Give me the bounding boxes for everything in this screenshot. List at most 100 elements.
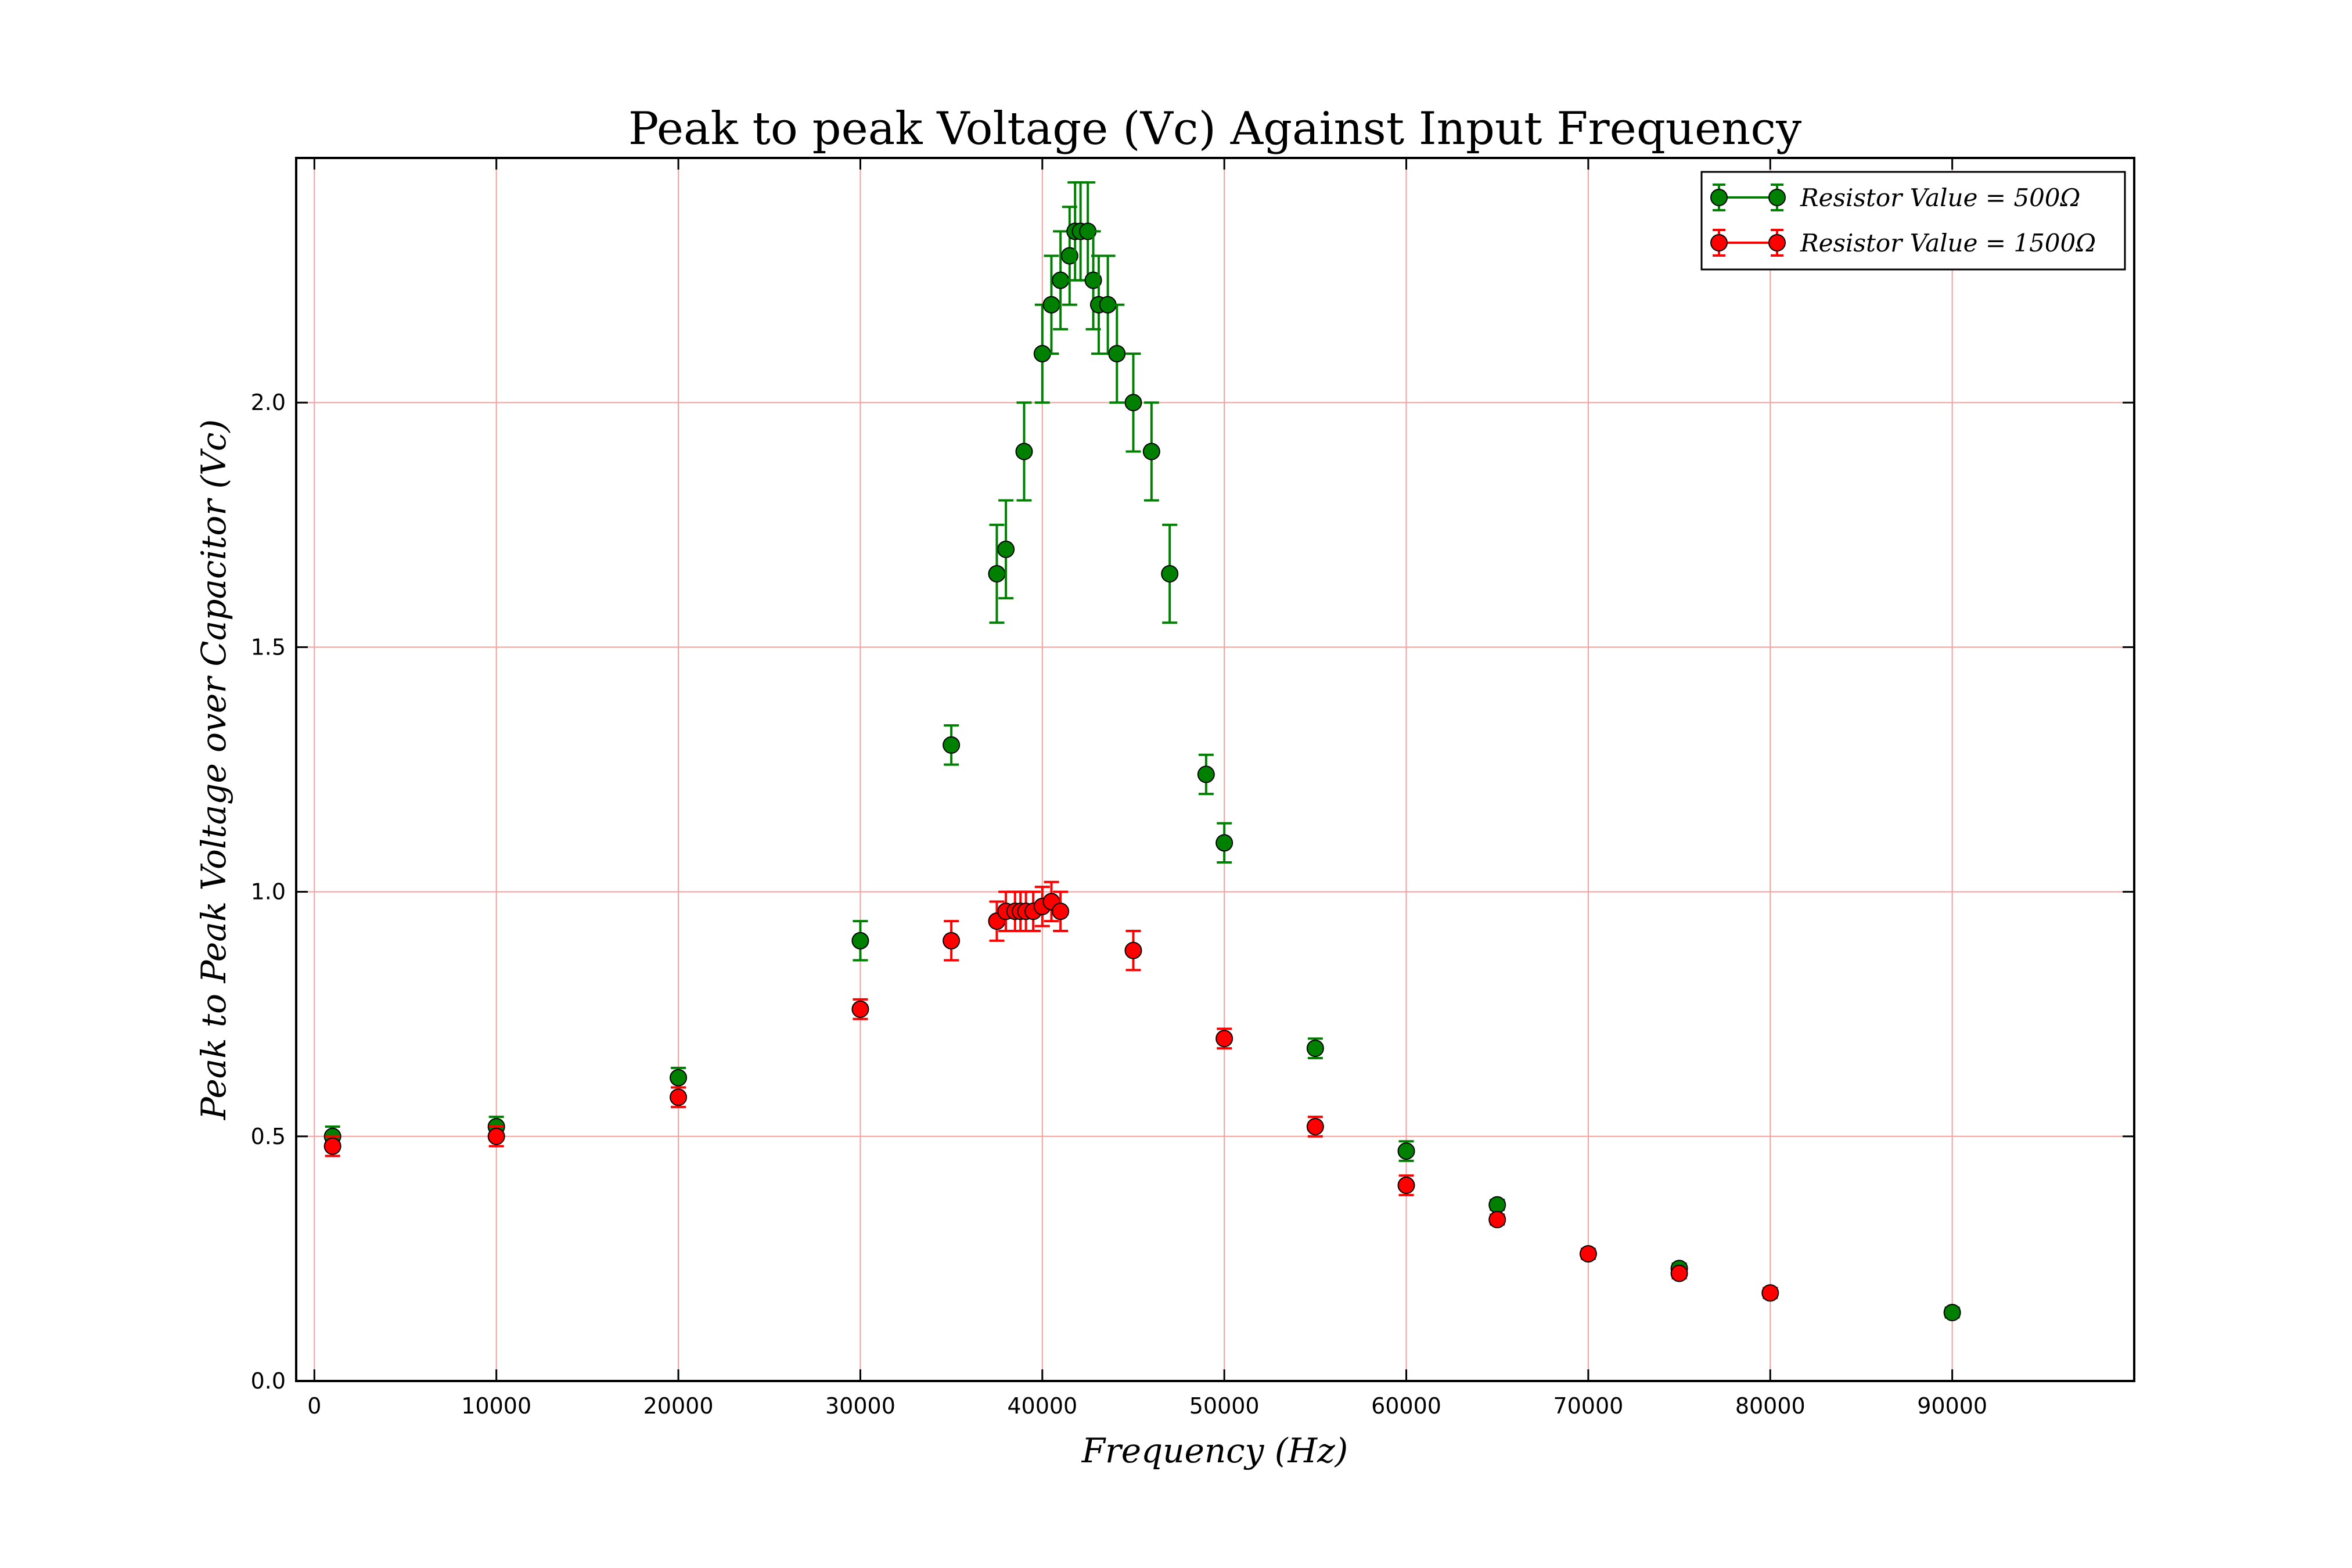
data-marker bbox=[1124, 394, 1142, 412]
data-marker bbox=[1052, 902, 1070, 920]
x-tick-label: 30000 bbox=[825, 1393, 896, 1419]
data-point bbox=[1306, 1116, 1324, 1138]
data-point bbox=[988, 523, 1006, 624]
axis-ticks: 0 10000 20000 30000 40000 50000 60000 70000 8000… bbox=[251, 158, 2134, 1419]
y-axis-label: Peak to Peak Voltage over Capacitor (Vc) bbox=[194, 419, 233, 1120]
data-marker bbox=[1579, 1245, 1597, 1263]
data-point bbox=[1161, 523, 1179, 624]
data-marker bbox=[851, 1000, 869, 1018]
plot-frame bbox=[295, 157, 2135, 1382]
data-marker bbox=[670, 1069, 688, 1087]
x-tick-label: 0 bbox=[307, 1393, 321, 1419]
x-tick-label: 20000 bbox=[643, 1393, 714, 1419]
data-marker bbox=[1761, 1284, 1779, 1302]
data-point bbox=[851, 920, 869, 962]
legend-box bbox=[1700, 171, 2126, 271]
series-2 bbox=[323, 880, 1779, 1302]
data-marker bbox=[943, 736, 961, 754]
data-marker bbox=[1215, 834, 1233, 852]
data-point bbox=[943, 724, 961, 766]
data-point bbox=[670, 1086, 688, 1109]
data-point bbox=[1033, 886, 1051, 927]
x-tick-label: 70000 bbox=[1553, 1393, 1623, 1419]
data-marker bbox=[1084, 271, 1102, 289]
data-marker bbox=[323, 1137, 341, 1155]
data-point bbox=[1108, 303, 1126, 404]
data-marker bbox=[1052, 271, 1070, 289]
data-points bbox=[323, 181, 1961, 1322]
data-point bbox=[1042, 254, 1060, 355]
data-point bbox=[1397, 1174, 1415, 1196]
data-marker bbox=[943, 932, 961, 950]
data-marker bbox=[1142, 443, 1160, 461]
data-point bbox=[1488, 1211, 1506, 1229]
legend: Resistor Value = 500Ω Resistor Value = 15… bbox=[1700, 171, 2126, 271]
data-point bbox=[1579, 1245, 1597, 1263]
data-point bbox=[1215, 1027, 1233, 1050]
data-point bbox=[1215, 822, 1233, 864]
data-point bbox=[1142, 401, 1160, 502]
data-point bbox=[323, 1135, 341, 1157]
data-marker bbox=[1306, 1040, 1324, 1058]
data-marker bbox=[1488, 1211, 1506, 1229]
data-point bbox=[1124, 352, 1142, 453]
data-marker bbox=[1670, 1264, 1688, 1282]
data-point bbox=[1306, 1037, 1324, 1060]
data-point bbox=[487, 1125, 505, 1148]
legend-label: Resistor Value = 1500Ω bbox=[1800, 229, 2096, 257]
data-point bbox=[1124, 929, 1142, 972]
y-tick-label: 1.0 bbox=[251, 879, 286, 905]
data-point bbox=[1197, 753, 1215, 796]
data-point bbox=[1397, 1140, 1415, 1162]
data-point bbox=[1024, 890, 1042, 932]
data-marker bbox=[1124, 941, 1142, 959]
data-marker bbox=[1215, 1030, 1233, 1048]
data-marker bbox=[1397, 1177, 1415, 1195]
data-marker bbox=[851, 932, 869, 950]
data-point bbox=[1015, 401, 1033, 502]
y-tick-label: 1.5 bbox=[251, 634, 286, 660]
data-point bbox=[1670, 1264, 1688, 1282]
data-marker bbox=[670, 1088, 688, 1106]
x-tick-label: 10000 bbox=[461, 1393, 531, 1419]
data-point bbox=[1943, 1304, 1961, 1322]
data-point bbox=[1052, 230, 1070, 330]
y-tick-label: 2.0 bbox=[251, 390, 286, 415]
data-point bbox=[1099, 254, 1117, 355]
data-marker bbox=[1943, 1304, 1961, 1322]
data-point bbox=[1052, 890, 1070, 932]
x-axis-label: Frequency (Hz) bbox=[1081, 1431, 1348, 1470]
x-tick-label: 40000 bbox=[1007, 1393, 1077, 1419]
legend-label: Resistor Value = 500Ω bbox=[1800, 184, 2080, 212]
data-marker bbox=[1060, 247, 1078, 265]
data-marker bbox=[1488, 1196, 1506, 1214]
data-marker bbox=[1108, 344, 1126, 362]
data-marker bbox=[1015, 443, 1033, 461]
x-tick-label: 90000 bbox=[1917, 1393, 1987, 1419]
data-marker bbox=[1397, 1142, 1415, 1160]
data-marker bbox=[487, 1127, 505, 1145]
x-tick-label: 80000 bbox=[1735, 1393, 1806, 1419]
data-marker bbox=[1306, 1117, 1324, 1135]
legend-marker bbox=[1768, 234, 1786, 251]
x-tick-label: 50000 bbox=[1189, 1393, 1260, 1419]
data-point bbox=[1761, 1284, 1779, 1302]
data-point bbox=[851, 998, 869, 1020]
legend-entry-1: Resistor Value = 500Ω bbox=[1710, 184, 2080, 212]
data-point bbox=[997, 499, 1015, 600]
legend-marker bbox=[1710, 234, 1728, 251]
legend-marker bbox=[1768, 189, 1786, 206]
data-marker bbox=[1161, 565, 1179, 583]
data-marker bbox=[988, 565, 1006, 583]
chart-title: Peak to peak Voltage (Vc) Against Input … bbox=[628, 103, 1801, 155]
y-tick-label: 0.5 bbox=[251, 1124, 286, 1149]
data-marker bbox=[1042, 296, 1060, 314]
data-marker bbox=[997, 540, 1015, 558]
data-marker bbox=[1197, 765, 1215, 783]
legend-entry-2: Resistor Value = 1500Ω bbox=[1710, 229, 2096, 257]
data-point bbox=[1488, 1196, 1506, 1214]
legend-marker bbox=[1710, 189, 1728, 206]
data-point bbox=[943, 920, 961, 962]
y-tick-label: 0.0 bbox=[251, 1368, 286, 1394]
